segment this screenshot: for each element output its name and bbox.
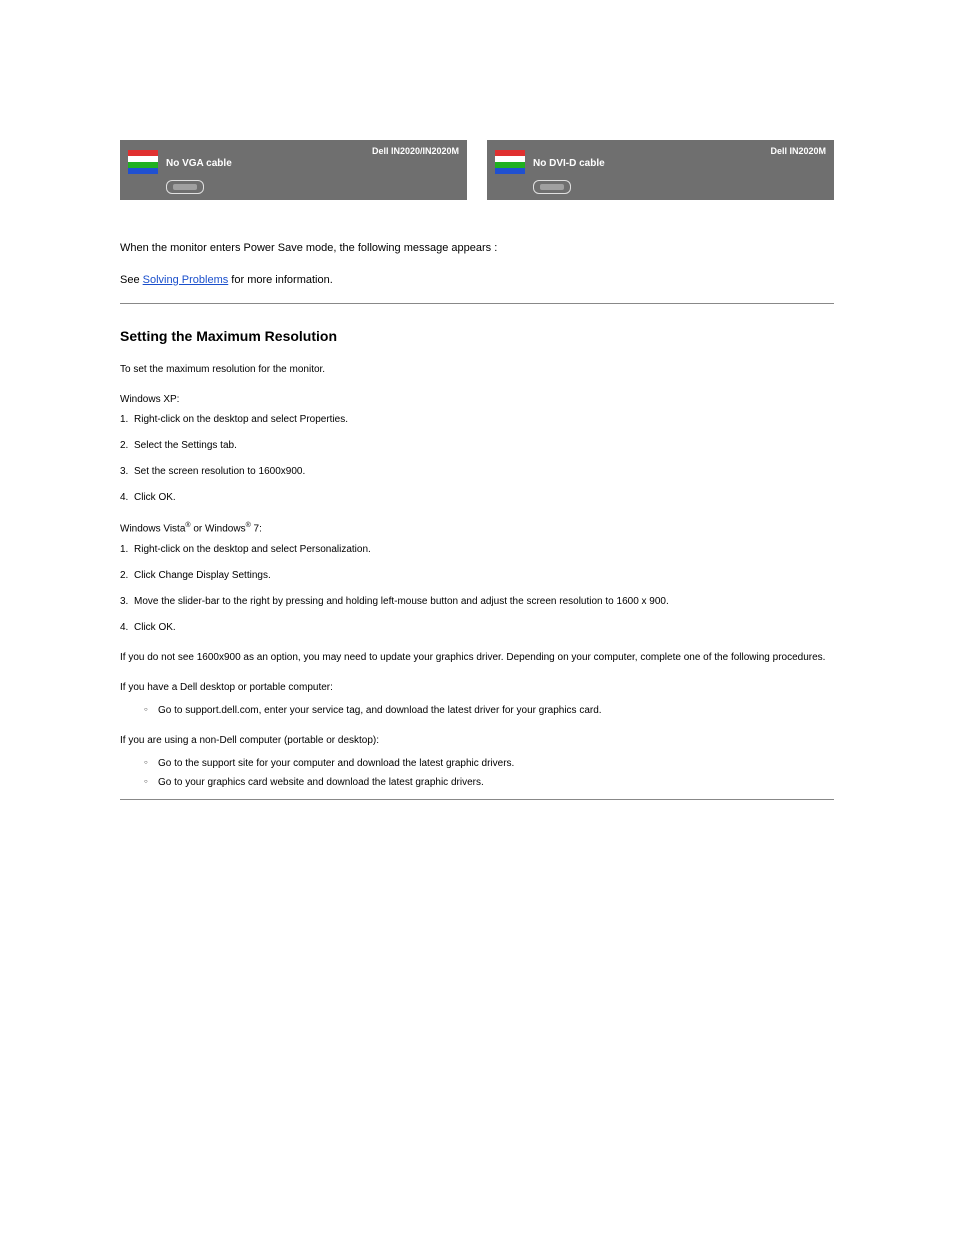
list-item: 1.Right-click on the desktop and select …: [120, 412, 834, 428]
list-item: Go to support.dell.com, enter your servi…: [144, 702, 834, 719]
list-item: Go to the support site for your computer…: [144, 755, 834, 772]
no-option-paragraph: If you do not see 1600x900 as an option,…: [120, 650, 834, 666]
list-item: Go to your graphics card website and dow…: [144, 774, 834, 791]
list-item: 1.Right-click on the desktop and select …: [120, 542, 834, 558]
section-divider: [120, 303, 834, 304]
non-dell-sublist: Go to the support site for your computer…: [120, 755, 834, 791]
section-title-max-resolution: Setting the Maximum Resolution: [120, 328, 834, 344]
document-page: No VGA cable Dell IN2020/IN2020M No DVI-…: [0, 0, 954, 884]
non-dell-intro-text: If you are using a non-Dell computer (po…: [120, 733, 834, 749]
dell-intro-text: If you have a Dell desktop or portable c…: [120, 680, 834, 696]
see-solving-paragraph: See Solving Problems for more informatio…: [120, 272, 834, 290]
windows-xp-block: Windows XP: 1.Right-click on the desktop…: [120, 392, 834, 506]
list-item: 3.Set the screen resolution to 1600x900.: [120, 464, 834, 480]
max-res-intro: To set the maximum resolution for the mo…: [120, 362, 834, 378]
top-spacer: [120, 60, 834, 100]
list-item: 2.Select the Settings tab.: [120, 438, 834, 454]
windows-xp-title: Windows XP:: [120, 392, 834, 408]
see-suffix-text: for more information.: [231, 274, 332, 286]
non-dell-computer-block: If you are using a non-Dell computer (po…: [120, 733, 834, 791]
windows-vista7-title: Windows Vista® or Windows® 7:: [120, 520, 834, 537]
color-flag-icon: [495, 150, 525, 174]
dvi-connector-icon: [533, 180, 571, 194]
color-flag-icon: [128, 150, 158, 174]
cable-card-vga: No VGA cable Dell IN2020/IN2020M: [120, 140, 467, 200]
list-item: 4.Click OK.: [120, 490, 834, 506]
cable-card-label: No DVI-D cable: [533, 158, 605, 169]
dell-computer-block: If you have a Dell desktop or portable c…: [120, 680, 834, 719]
vga-connector-icon: [166, 180, 204, 194]
cable-cards-row: No VGA cable Dell IN2020/IN2020M No DVI-…: [120, 140, 834, 200]
solving-problems-link[interactable]: Solving Problems: [143, 274, 229, 286]
see-prefix-text: See: [120, 274, 143, 286]
cable-card-model: Dell IN2020/IN2020M: [372, 146, 459, 156]
windows-vista7-steps: 1.Right-click on the desktop and select …: [120, 542, 834, 636]
windows-vista-7-block: Windows Vista® or Windows® 7: 1.Right-cl…: [120, 520, 834, 635]
list-item: 4.Click OK.: [120, 620, 834, 636]
section-divider: [120, 799, 834, 800]
cable-card-model: Dell IN2020M: [770, 146, 826, 156]
cable-card-label: No VGA cable: [166, 158, 232, 169]
list-item: 2.Click Change Display Settings.: [120, 568, 834, 584]
dell-sublist: Go to support.dell.com, enter your servi…: [120, 702, 834, 719]
list-item: 3.Move the slider-bar to the right by pr…: [120, 594, 834, 610]
power-save-paragraph: When the monitor enters Power Save mode,…: [120, 240, 834, 258]
windows-xp-steps: 1.Right-click on the desktop and select …: [120, 412, 834, 506]
cable-card-dvi: No DVI-D cable Dell IN2020M: [487, 140, 834, 200]
